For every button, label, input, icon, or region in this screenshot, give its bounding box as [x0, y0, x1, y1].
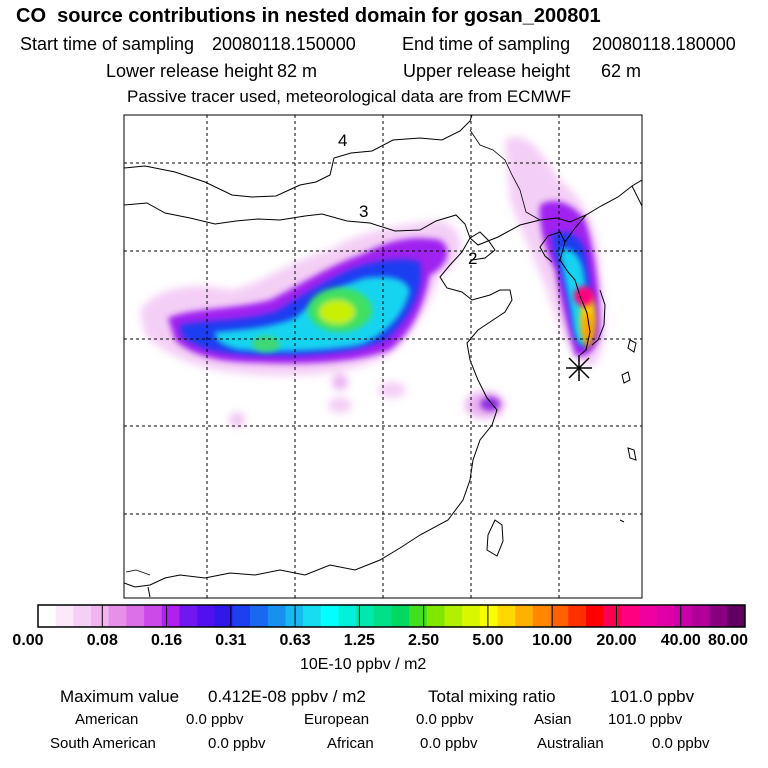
- colorbar-swatch: [603, 605, 622, 627]
- australian-label: Australian: [537, 735, 604, 752]
- max-value-label: Maximum value: [60, 687, 180, 706]
- colorbar-tick-label: 1.25: [343, 632, 375, 649]
- end-time-value: 20080118.180000: [592, 34, 736, 54]
- map-frame: [123, 114, 643, 599]
- colorbar-tick-label: 10.00: [532, 632, 573, 649]
- receptor-asterisk-icon: [566, 355, 592, 381]
- colorbar-swatch: [91, 605, 109, 627]
- colorbar-swatch: [532, 605, 551, 627]
- lower-release-label: Lower release height: [106, 61, 274, 81]
- colorbar-swatch: [285, 605, 304, 627]
- total-mixing-label: Total mixing ratio: [428, 687, 556, 706]
- colorbar-swatch: [479, 605, 498, 627]
- colorbar-tick-label: 2.50: [408, 632, 440, 649]
- american-label: American: [75, 711, 139, 728]
- colorbar-swatch: [444, 605, 463, 627]
- colorbar-swatch: [232, 605, 251, 627]
- colorbar-swatch: [161, 605, 180, 627]
- colorbar-swatch: [585, 605, 604, 627]
- colorbar-swatch: [638, 605, 657, 627]
- boundaries: [125, 129, 541, 576]
- start-time-label: Start time of sampling: [20, 34, 195, 54]
- colorbar-swatch: [674, 605, 693, 627]
- american-value: 0.0 ppbv: [186, 711, 244, 728]
- colorbar-swatch: [727, 605, 746, 627]
- end-time-label: End time of sampling: [402, 34, 571, 54]
- plot-title: CO source contributions in nested domain…: [16, 5, 601, 27]
- colorbar-swatch: [338, 605, 357, 627]
- colorbar-swatch: [550, 605, 569, 627]
- european-value: 0.0 ppbv: [416, 711, 474, 728]
- plume-core: [252, 288, 596, 352]
- colorbar-units: 10E-10 ppbv / m2: [300, 656, 427, 673]
- colorbar-swatch: [356, 605, 375, 627]
- colorbar-tick-label: 5.00: [472, 632, 504, 649]
- upper-release-label: Upper release height: [403, 61, 571, 81]
- colorbar-swatch: [391, 605, 410, 627]
- colorbar-swatch: [373, 605, 392, 627]
- hotspot: [574, 286, 594, 306]
- colorbar-swatch: [320, 605, 339, 627]
- colorbar-swatch: [73, 605, 92, 627]
- tracer-note: Passive tracer used, meteorological data…: [127, 87, 572, 106]
- start-time-value: 20080118.150000: [212, 34, 356, 54]
- colorbar-swatch: [515, 605, 534, 627]
- european-label: European: [304, 711, 370, 728]
- map-grid: [124, 115, 642, 598]
- colorbar-tick-label: 20.00: [596, 632, 637, 649]
- colorbar-swatch: [197, 605, 216, 627]
- region-label: 4: [338, 131, 347, 150]
- colorbar-tick-label: 0.16: [150, 632, 183, 649]
- colorbar-swatch: [179, 605, 198, 627]
- colorbar-tick-label: 80.00: [707, 632, 749, 649]
- colorbar-swatch: [621, 605, 640, 627]
- asian-value: 101.0 ppbv: [608, 711, 683, 728]
- upper-release-value: 62 m: [601, 61, 642, 81]
- colorbar-swatch: [38, 605, 56, 627]
- lower-release-value: 82 m: [277, 61, 318, 81]
- colorbar-tick-label: 0.63: [279, 632, 311, 649]
- african-label: African: [327, 735, 374, 752]
- colorbar-swatch: [267, 605, 286, 627]
- colorbar-swatch: [126, 605, 145, 627]
- total-mixing-value: 101.0 ppbv: [610, 687, 695, 706]
- south-american-value: 0.0 ppbv: [208, 735, 266, 752]
- australian-value: 0.0 ppbv: [652, 735, 710, 752]
- colorbar-tick-label: 0.31: [215, 632, 247, 649]
- colorbar-frame: [37, 604, 746, 628]
- colorbar-swatch: [568, 605, 587, 627]
- colorbar-swatch: [250, 605, 269, 627]
- south-american-label: South American: [50, 735, 156, 752]
- colorbar-swatch: [214, 605, 233, 627]
- coastlines: [124, 115, 642, 598]
- colorbar-swatch: [144, 605, 163, 627]
- colorbar-swatch: [426, 605, 445, 627]
- colorbar-tick-label: 40.00: [660, 632, 701, 649]
- colorbar-swatch: [709, 605, 728, 627]
- african-value: 0.0 ppbv: [420, 735, 478, 752]
- colorbar: [37, 604, 746, 628]
- asian-label: Asian: [534, 711, 572, 728]
- colorbar-swatch: [656, 605, 675, 627]
- colorbar-swatch: [462, 605, 481, 627]
- region-label: 3: [359, 202, 368, 221]
- colorbar-swatch: [409, 605, 428, 627]
- region-label: 2: [468, 249, 477, 268]
- colorbar-swatch: [55, 605, 74, 627]
- colorbar-swatch: [108, 605, 127, 627]
- colorbar-tick-label: 0.08: [86, 632, 118, 649]
- max-value: 0.412E-08 ppbv / m2: [208, 687, 366, 706]
- colorbar-swatch: [303, 605, 322, 627]
- colorbar-tick-label: 0.00: [12, 632, 44, 649]
- colorbar-swatch: [691, 605, 710, 627]
- colorbar-swatch: [497, 605, 516, 627]
